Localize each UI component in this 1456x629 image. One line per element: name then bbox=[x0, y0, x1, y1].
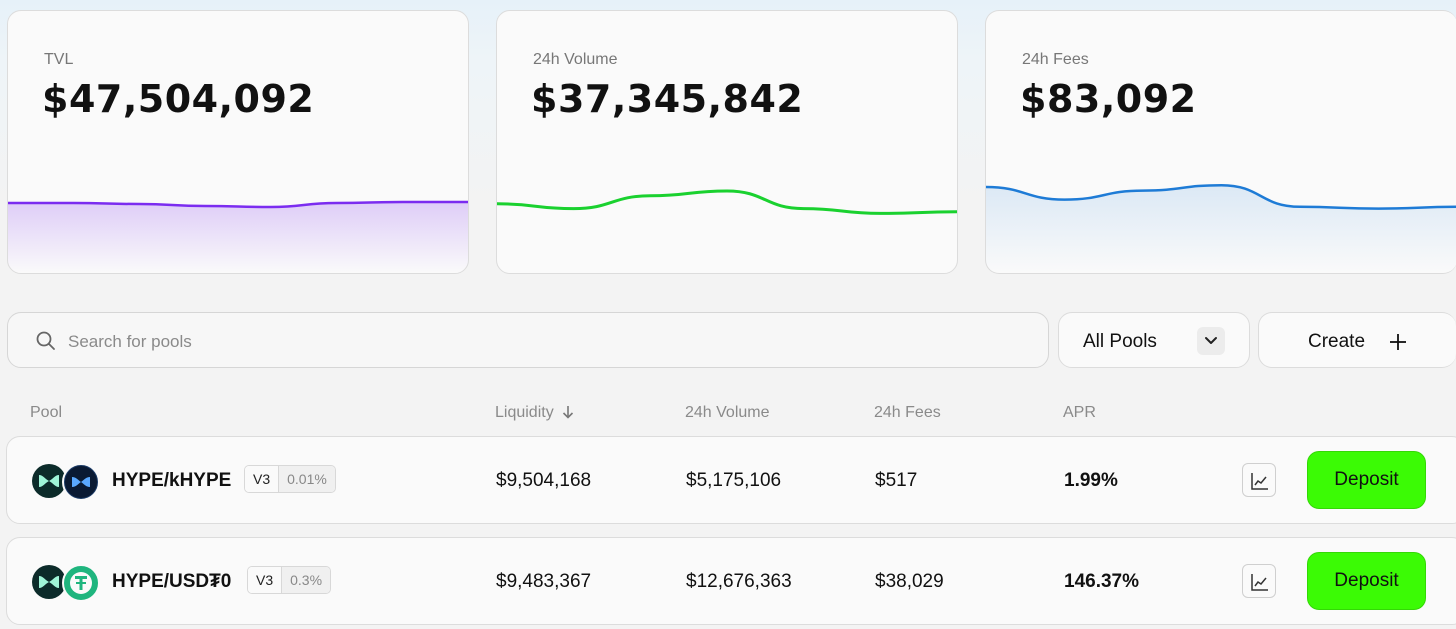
fees-line bbox=[986, 183, 1456, 210]
tvl-line bbox=[8, 200, 468, 209]
pool-filter-value: All Pools bbox=[1083, 331, 1157, 352]
fees-card: 24h Fees $83,092 bbox=[985, 10, 1456, 274]
pool-apr: 1.99% bbox=[1064, 470, 1118, 491]
volume-area bbox=[497, 191, 957, 273]
pool-fee-tier: 0.01% bbox=[279, 466, 335, 492]
fees-sparkline bbox=[986, 183, 1456, 273]
pool-fees: $517 bbox=[875, 470, 918, 491]
table-row[interactable]: HYPE/USD₮0 V3 0.3% $9,483,367 $12,676,36… bbox=[6, 537, 1456, 625]
plus-icon bbox=[1390, 334, 1406, 350]
deposit-button[interactable]: Deposit bbox=[1307, 552, 1426, 610]
volume-label: 24h Volume bbox=[533, 51, 618, 68]
fees-area bbox=[986, 185, 1456, 273]
create-label: Create bbox=[1308, 331, 1366, 352]
token-pair-logos bbox=[32, 564, 100, 602]
search-icon bbox=[36, 331, 55, 350]
pool-version: V3 bbox=[248, 567, 283, 593]
create-button[interactable]: Create bbox=[1258, 312, 1456, 368]
tvl-label: TVL bbox=[44, 51, 74, 68]
table-row[interactable]: HYPE/kHYPE V3 0.01% $9,504,168 $5,175,10… bbox=[6, 436, 1456, 524]
pool-pair-name[interactable]: HYPE/kHYPE bbox=[112, 470, 232, 491]
chart-button[interactable] bbox=[1242, 564, 1276, 598]
column-header-apr[interactable]: APR bbox=[1063, 404, 1096, 421]
pool-fees: $38,029 bbox=[875, 571, 944, 592]
search-input[interactable] bbox=[66, 327, 970, 357]
pool-version: V3 bbox=[245, 466, 280, 492]
column-header-volume[interactable]: 24h Volume bbox=[685, 404, 770, 421]
tvl-value: $47,504,092 bbox=[42, 77, 315, 121]
fees-label: 24h Fees bbox=[1022, 51, 1089, 68]
column-header-pool: Pool bbox=[30, 404, 63, 421]
volume-sparkline bbox=[497, 189, 957, 273]
chevron-down-button[interactable] bbox=[1197, 327, 1225, 355]
search-bar[interactable] bbox=[7, 312, 1049, 368]
pool-version-fee-badge: V3 0.3% bbox=[247, 566, 332, 594]
pool-liquidity: $9,504,168 bbox=[496, 470, 592, 491]
deposit-button[interactable]: Deposit bbox=[1307, 451, 1426, 509]
token-pair-logos bbox=[32, 463, 100, 501]
chart-button[interactable] bbox=[1242, 463, 1276, 497]
tvl-card: TVL $47,504,092 bbox=[7, 10, 469, 274]
line-chart-icon bbox=[1251, 473, 1268, 490]
tvl-sparkline bbox=[8, 200, 468, 273]
pool-liquidity: $9,483,367 bbox=[496, 571, 592, 592]
volume-value: $37,345,842 bbox=[531, 77, 804, 121]
pool-fee-tier: 0.3% bbox=[282, 567, 331, 593]
pool-volume: $12,676,363 bbox=[686, 571, 792, 592]
chevron-down-icon bbox=[1205, 337, 1217, 344]
pool-volume: $5,175,106 bbox=[686, 470, 782, 491]
pool-apr: 146.37% bbox=[1064, 571, 1140, 592]
line-chart-icon bbox=[1251, 574, 1268, 591]
column-header-fees[interactable]: 24h Fees bbox=[874, 404, 941, 421]
khype-token-icon bbox=[62, 463, 100, 501]
pool-filter-select[interactable]: All Pools bbox=[1058, 312, 1250, 368]
pool-version-fee-badge: V3 0.01% bbox=[244, 465, 336, 493]
sort-arrow-down-icon bbox=[562, 406, 573, 419]
usdt0-token-icon bbox=[62, 564, 100, 602]
tvl-area bbox=[8, 202, 468, 273]
volume-card: 24h Volume $37,345,842 bbox=[496, 10, 958, 274]
pool-pair-name[interactable]: HYPE/USD₮0 bbox=[112, 571, 232, 592]
hype-token-icon bbox=[32, 464, 66, 498]
fees-value: $83,092 bbox=[1020, 77, 1197, 121]
column-header-liquidity-label: Liquidity bbox=[495, 404, 554, 421]
volume-line bbox=[497, 189, 957, 215]
hype-token-icon bbox=[32, 565, 66, 599]
column-header-liquidity[interactable]: Liquidity bbox=[495, 404, 574, 422]
